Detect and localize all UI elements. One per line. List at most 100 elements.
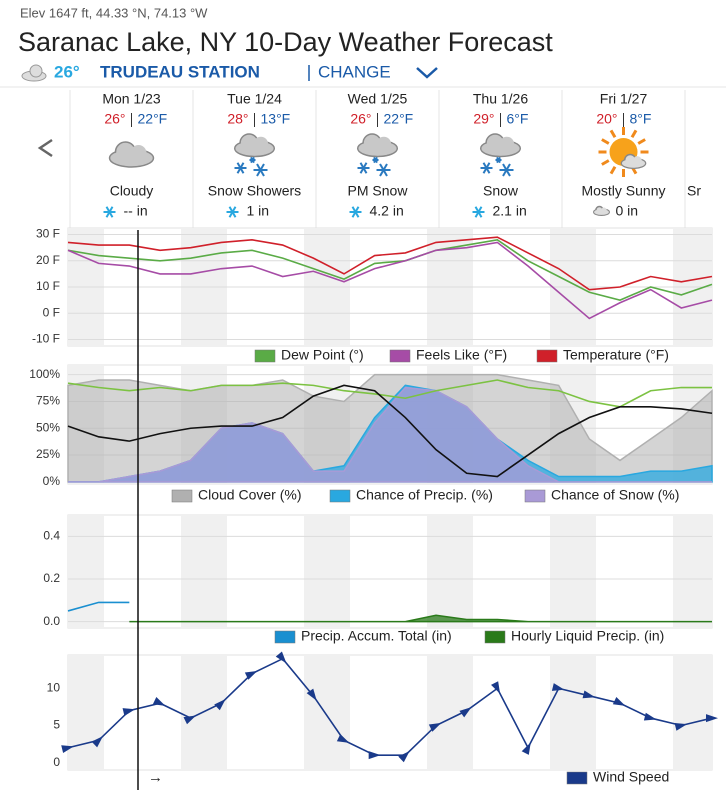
legend-swatch [566,771,588,785]
flake-arm [379,163,388,177]
day-high: 26° [350,111,371,127]
day-card[interactable]: Wed 1/25 26° 22°F PM Snow 4.2 in [315,90,413,228]
day-cards: Mon 1/23 26° 22°F Cloudy -- in Tue 1/24 28° 13°… [69,90,701,228]
flake-arm [228,206,237,218]
day-condition: Sr [687,183,701,199]
flake-arm [256,163,265,177]
day-low: 13°F [261,111,291,127]
snowflake-icon [226,206,239,218]
y-tick-label: 100% [29,367,60,381]
day-high: 29° [473,111,494,127]
night-band [68,515,104,628]
legend-label: Temperature (°F) [563,347,669,363]
flake-arm [482,162,491,174]
prev-arrow[interactable] [37,138,53,158]
snowflake-icon [480,162,493,174]
cloud-icon [108,141,155,168]
change-chevron[interactable] [416,67,438,79]
page-title: Saranac Lake, NY 10-Day Weather Forecast [18,27,553,57]
sun-ray [609,165,617,175]
legend-swatch [329,489,351,503]
legend-swatch [524,489,546,503]
night-band [673,515,712,628]
day-card[interactable]: Tue 1/24 28° 13°F Snow Showers 1 in [192,90,301,228]
day-high: 26° [104,111,125,127]
day-low: 6°F [507,111,529,127]
day-low: 22°F [138,111,168,127]
legend-swatch [389,349,411,363]
sun-ray [637,138,646,145]
snowflake-icon [349,206,362,218]
day-card[interactable]: Sr [684,90,701,228]
night-band [550,515,596,628]
y-tick-label: -10 F [32,332,60,346]
day-card[interactable]: Fri 1/27 20° 8°F Mostly Sunny 0 in [561,90,666,228]
wind-marker [61,745,74,754]
day-card[interactable]: Mon 1/23 26° 22°F Cloudy -- in [69,90,168,228]
cloud-icon [620,153,647,170]
series-line [67,236,713,291]
wind-marker [428,722,442,732]
cloud-icon [356,133,399,158]
cloud-part [110,150,153,166]
day-precip: 4.2 in [370,203,404,219]
flake-arm [250,156,255,164]
current-temp: 26° [54,62,80,81]
wind-marker [152,697,166,706]
night-band [427,515,473,628]
wind-marker [368,751,381,760]
station-name[interactable]: TRUDEAU STATION [100,62,260,81]
cloud-part [621,158,646,168]
night-band [304,655,350,770]
night-band [550,655,596,770]
location-info: Elev 1647 ft, 44.33 °N, 74.13 °W [20,5,208,20]
day-name: Thu 1/26 [473,91,528,107]
wind-marker [214,699,226,711]
night-band [673,655,712,770]
legend-swatch [254,349,276,363]
series-area [129,614,712,623]
flake-arm [236,162,245,174]
cloud-icon [593,205,610,217]
snowflake-icon [472,206,485,218]
sun-ray [609,129,617,139]
legend-label: Wind Speed [593,769,669,785]
night-band [68,655,104,770]
y-tick-label: 10 [47,681,61,695]
day-precip: 2.1 in [493,203,527,219]
snowflake-icon [372,156,379,164]
wind-marker [612,697,626,706]
wind-marker [336,734,350,743]
wind-marker [706,714,718,723]
legend-label: Dew Point (°) [281,347,364,363]
y-tick-label: 0.0 [43,614,60,628]
day-card[interactable]: Thu 1/26 29° 6°F Snow 2.1 in [438,90,529,228]
flake-arm [496,156,501,164]
y-tick-label: 0 F [43,305,60,319]
snowflake-icon [249,156,256,164]
wind-marker [674,723,688,731]
cloud-part [594,209,609,215]
day-name: Tue 1/24 [227,91,282,107]
change-link[interactable]: CHANGE [318,62,391,81]
flake-arm [474,206,483,218]
legend-label: Chance of Precip. (%) [356,487,493,503]
wind-marker [91,736,103,748]
wind-marker [491,681,501,694]
legend-swatch [171,489,193,503]
series-line [67,601,130,612]
legend-label: Precip. Accum. Total (in) [301,628,452,644]
legend-label: Cloud Cover (%) [198,487,301,503]
flake-arm [351,206,360,218]
legend-label: Hourly Liquid Precip. (in) [511,628,664,644]
wind-marker [122,708,136,716]
snowflake-icon [376,163,391,177]
legend-label: Chance of Snow (%) [551,487,679,503]
series-line [67,657,713,756]
plot-background [67,514,713,629]
chart: 10 5 0 Wind Speed [47,651,718,785]
now-arrow: → [148,769,163,786]
y-tick-label: 25% [36,447,60,461]
wind-marker [398,750,410,763]
